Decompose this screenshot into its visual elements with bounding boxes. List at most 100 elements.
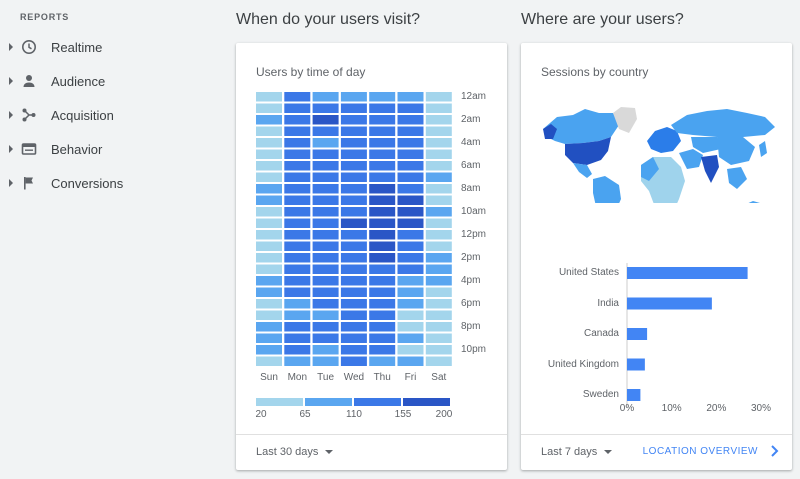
heatmap-cell[interactable]	[397, 264, 424, 275]
heatmap-cell[interactable]	[340, 299, 367, 309]
heatmap-cell[interactable]	[256, 310, 282, 321]
expand-caret-icon[interactable]	[9, 111, 13, 119]
map-alaska[interactable]	[543, 124, 557, 139]
heatmap-cell[interactable]	[256, 207, 282, 217]
heatmap-cell[interactable]	[256, 287, 282, 298]
heatmap-cell[interactable]	[397, 299, 424, 309]
heatmap-cell[interactable]	[284, 287, 311, 298]
heatmap-cell[interactable]	[340, 149, 367, 160]
heatmap-cell[interactable]	[256, 115, 282, 125]
heatmap-cell[interactable]	[425, 253, 452, 263]
heatmap-cell[interactable]	[340, 172, 367, 183]
heatmap-cell[interactable]	[256, 345, 282, 355]
heatmap-cell[interactable]	[340, 207, 367, 217]
heatmap-cell[interactable]	[284, 276, 311, 286]
heatmap-cell[interactable]	[425, 299, 452, 309]
heatmap-cell[interactable]	[425, 92, 452, 102]
heatmap-cell[interactable]	[340, 92, 367, 102]
heatmap-cell[interactable]	[312, 138, 339, 148]
heatmap-cell[interactable]	[256, 230, 282, 240]
heatmap-cell[interactable]	[256, 356, 282, 367]
heatmap-cell[interactable]	[256, 276, 282, 286]
heatmap-cell[interactable]	[340, 241, 367, 252]
expand-caret-icon[interactable]	[9, 77, 13, 85]
heatmap-cell[interactable]	[369, 253, 396, 263]
heatmap-cell[interactable]	[369, 310, 396, 321]
heatmap-cell[interactable]	[397, 356, 424, 367]
heatmap-cell[interactable]	[256, 264, 282, 275]
heatmap-cell[interactable]	[340, 333, 367, 344]
heatmap-cell[interactable]	[369, 287, 396, 298]
map-west-africa[interactable]	[641, 157, 659, 181]
heatmap-cell[interactable]	[369, 218, 396, 229]
expand-caret-icon[interactable]	[9, 179, 13, 187]
sidebar-item-acquisition[interactable]: Acquisition	[0, 100, 215, 130]
heatmap-cell[interactable]	[312, 172, 339, 183]
heatmap-cell[interactable]	[397, 184, 424, 194]
heatmap-cell[interactable]	[284, 310, 311, 321]
heatmap-cell[interactable]	[312, 310, 339, 321]
heatmap-cell[interactable]	[284, 356, 311, 367]
heatmap-cell[interactable]	[284, 115, 311, 125]
heatmap-cell[interactable]	[397, 287, 424, 298]
map-southeast-asia[interactable]	[727, 167, 747, 189]
heatmap-cell[interactable]	[284, 264, 311, 275]
heatmap-cell[interactable]	[284, 126, 311, 137]
heatmap-cell[interactable]	[425, 172, 452, 183]
heatmap-cell[interactable]	[369, 126, 396, 137]
heatmap-cell[interactable]	[284, 207, 311, 217]
heatmap-cell[interactable]	[284, 218, 311, 229]
heatmap-cell[interactable]	[284, 92, 311, 102]
heatmap-cell[interactable]	[397, 138, 424, 148]
heatmap-cell[interactable]	[284, 103, 311, 114]
map-canada[interactable]	[543, 109, 619, 144]
heatmap-cell[interactable]	[425, 276, 452, 286]
heatmap-cell[interactable]	[312, 149, 339, 160]
heatmap-cell[interactable]	[312, 126, 339, 137]
sidebar-item-realtime[interactable]: Realtime	[0, 32, 215, 62]
heatmap-cell[interactable]	[256, 322, 282, 332]
map-usa[interactable]	[565, 137, 611, 165]
heatmap-cell[interactable]	[312, 333, 339, 344]
map-australia[interactable]	[735, 201, 773, 203]
location-overview-link[interactable]: LOCATION OVERVIEW	[642, 446, 758, 457]
heatmap-cell[interactable]	[425, 322, 452, 332]
heatmap-cell[interactable]	[425, 138, 452, 148]
heatmap-cell[interactable]	[312, 356, 339, 367]
heatmap-cell[interactable]	[340, 345, 367, 355]
heatmap-cell[interactable]	[256, 333, 282, 344]
heatmap-cell[interactable]	[312, 345, 339, 355]
heatmap-cell[interactable]	[369, 161, 396, 171]
heatmap-cell[interactable]	[425, 184, 452, 194]
heatmap-cell[interactable]	[425, 333, 452, 344]
date-range-dropdown[interactable]: Last 7 days	[541, 446, 613, 458]
map-south-america[interactable]	[593, 176, 621, 203]
heatmap-cell[interactable]	[369, 138, 396, 148]
heatmap-cell[interactable]	[284, 172, 311, 183]
heatmap-cell[interactable]	[340, 138, 367, 148]
heatmap-cell[interactable]	[425, 115, 452, 125]
map-europe[interactable]	[647, 127, 681, 153]
heatmap-cell[interactable]	[340, 184, 367, 194]
heatmap-cell[interactable]	[369, 172, 396, 183]
heatmap-cell[interactable]	[369, 103, 396, 114]
heatmap-cell[interactable]	[397, 276, 424, 286]
heatmap-cell[interactable]	[256, 218, 282, 229]
heatmap-cell[interactable]	[312, 322, 339, 332]
heatmap-cell[interactable]	[340, 126, 367, 137]
heatmap-cell[interactable]	[397, 126, 424, 137]
heatmap-cell[interactable]	[340, 230, 367, 240]
heatmap-cell[interactable]	[340, 356, 367, 367]
heatmap-cell[interactable]	[340, 103, 367, 114]
country-bar[interactable]	[627, 267, 748, 279]
heatmap-cell[interactable]	[425, 287, 452, 298]
heatmap-cell[interactable]	[369, 230, 396, 240]
heatmap-cell[interactable]	[369, 149, 396, 160]
heatmap-cell[interactable]	[397, 253, 424, 263]
heatmap-cell[interactable]	[397, 92, 424, 102]
heatmap-cell[interactable]	[284, 333, 311, 344]
heatmap-cell[interactable]	[340, 322, 367, 332]
heatmap-cell[interactable]	[369, 322, 396, 332]
heatmap-cell[interactable]	[312, 184, 339, 194]
heatmap-cell[interactable]	[425, 310, 452, 321]
